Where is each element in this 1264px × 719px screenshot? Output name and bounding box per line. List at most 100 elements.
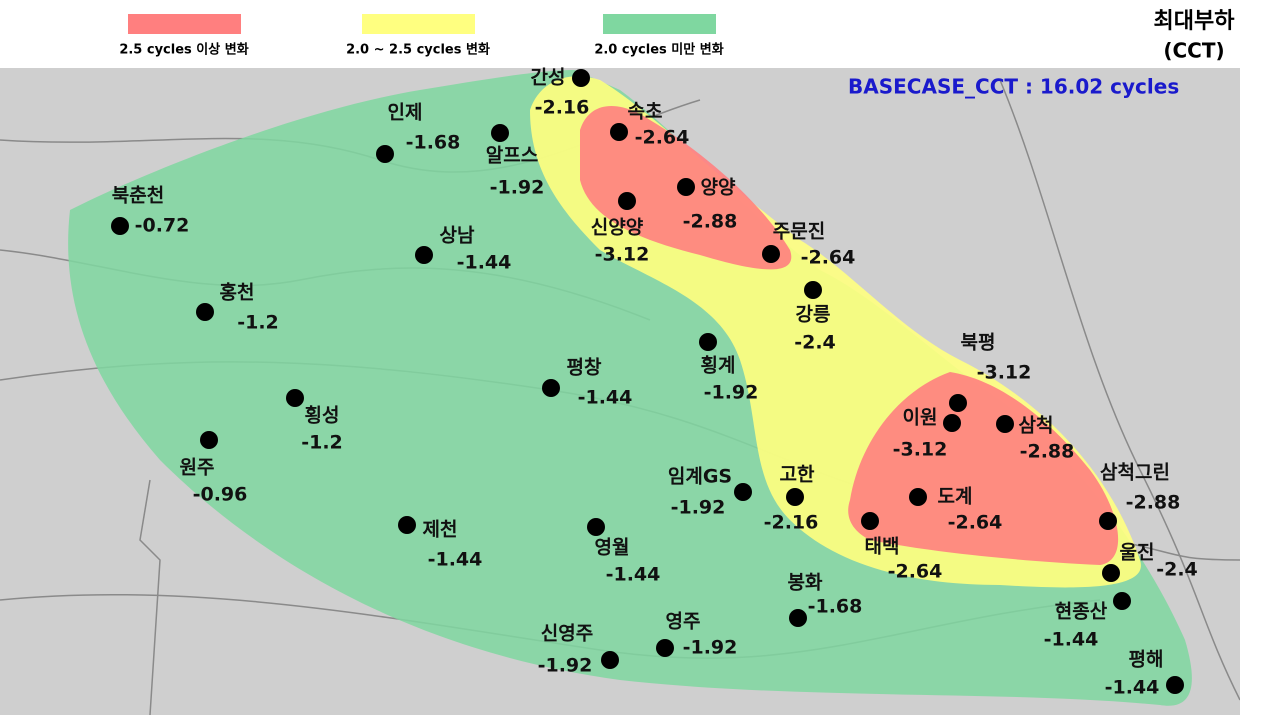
station-dot [200, 431, 218, 449]
station-value: -1.92 [490, 177, 545, 199]
title: (CCT) [1163, 39, 1224, 63]
station-dot [861, 512, 879, 530]
station-dot [610, 123, 628, 141]
station-dot [996, 415, 1014, 433]
station-dot [286, 389, 304, 407]
station-name: 영월 [595, 537, 630, 559]
station-name: 태백 [865, 536, 900, 558]
station-value: -3.12 [977, 362, 1032, 384]
legend-swatch [128, 14, 241, 34]
station-name: 현종산 [1055, 601, 1108, 623]
station-value: -2.64 [635, 127, 690, 149]
station-name: 북춘천 [112, 185, 164, 207]
station-value: -1.44 [578, 387, 633, 409]
station-dot [1099, 512, 1117, 530]
station-name: 횡계 [701, 355, 736, 377]
station-value: -1.92 [538, 655, 593, 677]
station-value: -1.68 [808, 596, 863, 618]
station-name: 영주 [666, 611, 701, 633]
station-dot [949, 394, 967, 412]
station-dot [572, 69, 590, 87]
station-name: 평해 [1129, 649, 1164, 671]
station-name: 상남 [440, 225, 475, 247]
station-value: -2.64 [888, 561, 943, 583]
station-value: -1.44 [1044, 629, 1099, 651]
station-value: -1.44 [428, 549, 483, 571]
station-dot [415, 246, 433, 264]
station-dot [1113, 592, 1131, 610]
station-name: 알프스 [486, 145, 538, 167]
station-value: -2.88 [683, 211, 738, 233]
station-name: 인제 [388, 102, 423, 124]
station-value: -2.4 [1156, 559, 1198, 581]
station-value: -1.92 [704, 382, 759, 404]
station-value: -1.2 [301, 432, 343, 454]
station-dot [376, 145, 394, 163]
legend-label: 2.5 cycles 이상 변화 [119, 42, 248, 58]
station-value: -2.16 [764, 512, 819, 534]
station-value: -2.64 [801, 247, 856, 269]
station-value: -1.44 [457, 252, 512, 274]
station-dot [111, 217, 129, 235]
station-name: 임계GS [668, 466, 732, 488]
station-dot [398, 516, 416, 534]
station-dot [786, 488, 804, 506]
station-name: 원주 [180, 457, 215, 479]
station-value: -2.16 [535, 97, 590, 119]
station-name: 북평 [961, 332, 996, 354]
station-dot [804, 281, 822, 299]
station-name: 도계 [938, 486, 973, 508]
station-name: 삼척 [1019, 415, 1054, 437]
basecase: BASECASE_CCT : 16.02 cycles [848, 75, 1179, 99]
station-value: -3.12 [893, 439, 948, 461]
station-value: -0.72 [135, 215, 190, 237]
station-name: 신영주 [541, 623, 593, 645]
station-name: 이원 [903, 407, 938, 429]
station-name: 제천 [423, 519, 458, 541]
title: 최대부하 [1154, 9, 1236, 34]
station-dot [587, 518, 605, 536]
station-dot [601, 651, 619, 669]
legend-label: 2.0 ~ 2.5 cycles 변화 [346, 42, 490, 58]
station-value: -3.12 [595, 244, 650, 266]
station-value: -2.88 [1020, 441, 1075, 463]
station-value: -1.44 [606, 564, 661, 586]
station-name: 강릉 [796, 304, 831, 326]
station-name: 횡성 [305, 405, 340, 427]
station-name: 평창 [567, 357, 602, 379]
station-name: 고한 [780, 464, 815, 486]
station-dot [677, 178, 695, 196]
station-dot [1166, 676, 1184, 694]
station-value: -1.68 [406, 132, 461, 154]
station-name: 간성 [531, 67, 566, 89]
legend-swatch [362, 14, 475, 34]
station-dot [734, 483, 752, 501]
station-name: 속초 [628, 101, 663, 123]
station-dot [542, 379, 560, 397]
station-value: -1.2 [237, 312, 279, 334]
region-high [580, 106, 1119, 566]
station-name: 봉화 [788, 572, 823, 594]
station-name: 삼척그린 [1100, 462, 1170, 484]
station-dot [491, 124, 509, 142]
station-name: 신양양 [591, 217, 644, 239]
station-name: 홍천 [220, 281, 255, 304]
station-dot [196, 303, 214, 321]
station-value: -1.92 [683, 637, 738, 659]
legend-label: 2.0 cycles 미만 변화 [594, 42, 723, 58]
station-dot [656, 639, 674, 657]
station-value: -0.96 [193, 484, 248, 506]
station-value: -1.44 [1105, 677, 1160, 699]
station-dot [699, 333, 717, 351]
station-value: -2.4 [794, 332, 836, 354]
station-name: 양양 [701, 177, 736, 199]
station-value: -2.64 [948, 512, 1003, 534]
station-value: -2.88 [1126, 492, 1181, 514]
station-dot [943, 414, 961, 432]
station-name: 주문진 [773, 221, 825, 243]
station-name: 울진 [1120, 542, 1155, 564]
station-dot [762, 245, 780, 263]
station-dot [618, 192, 636, 210]
station-dot [789, 609, 807, 627]
